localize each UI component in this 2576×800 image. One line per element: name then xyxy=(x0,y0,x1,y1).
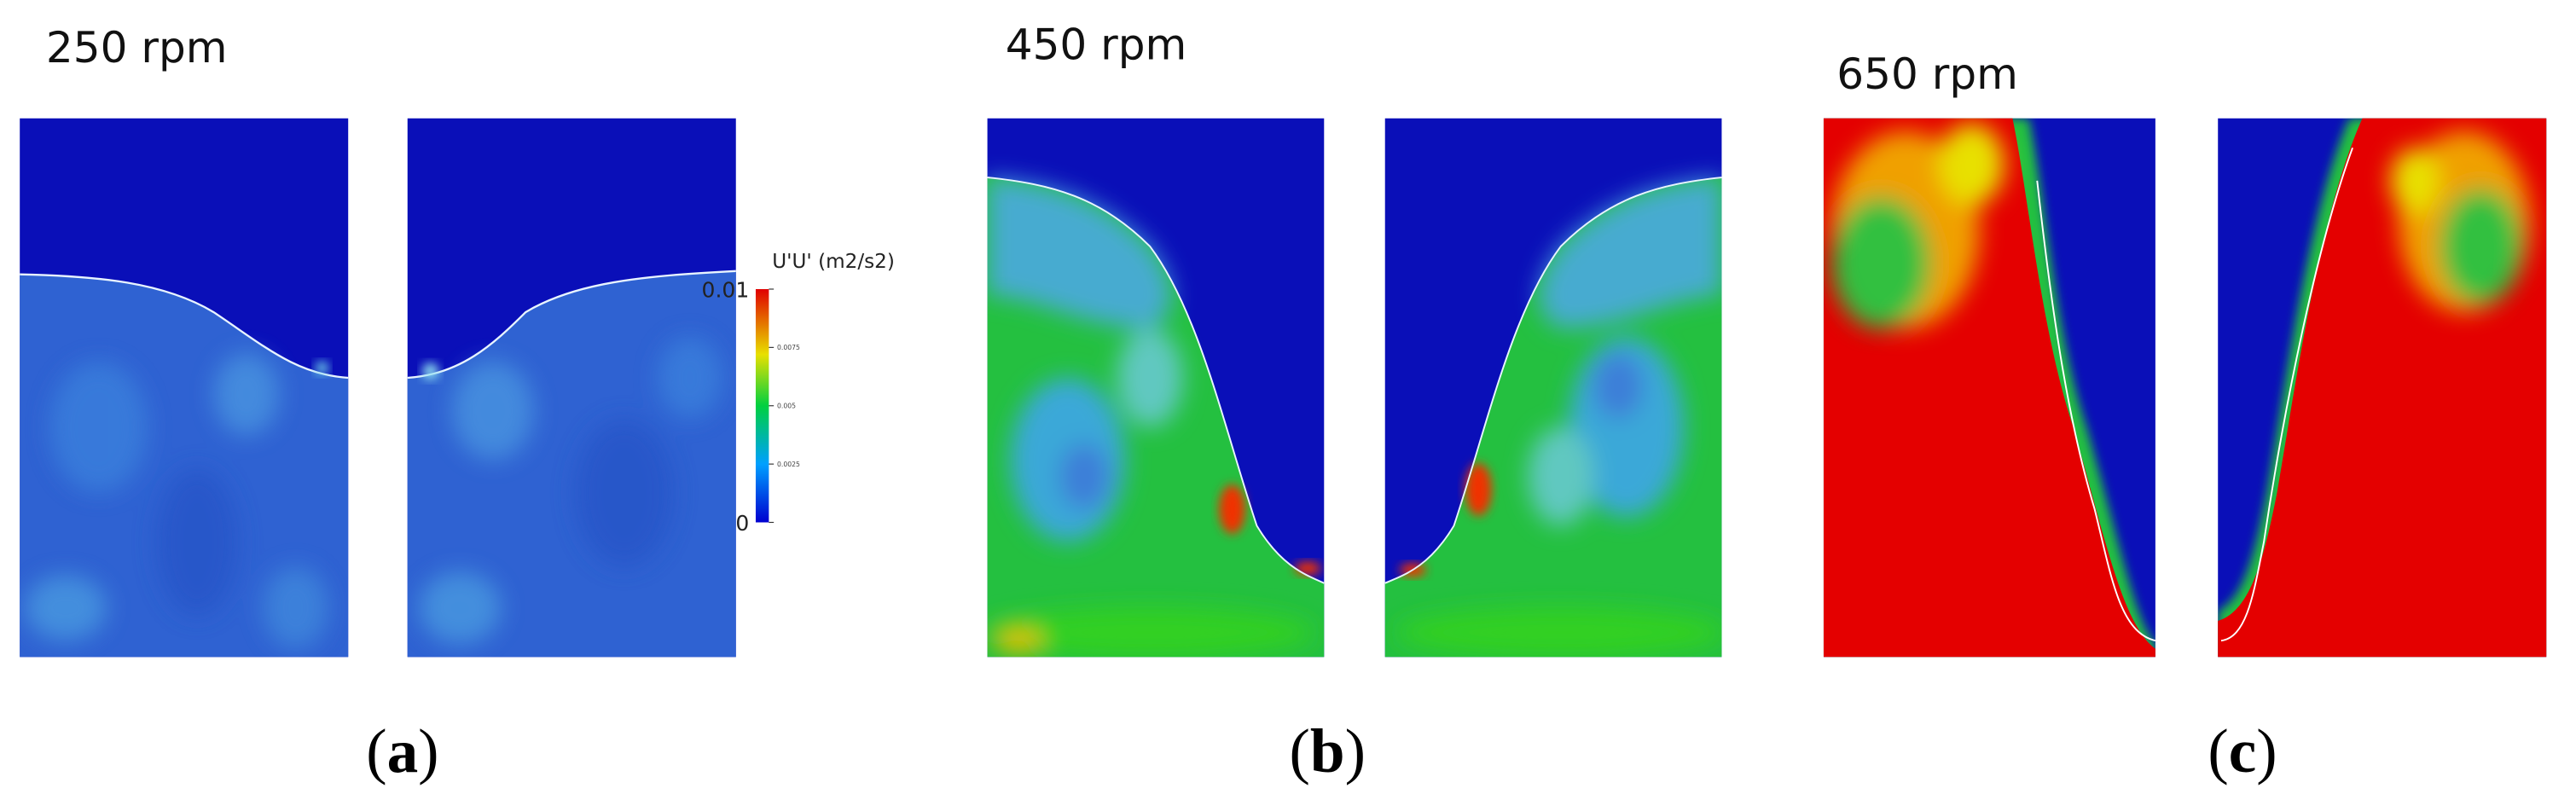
speed-label: 250 rpm xyxy=(46,23,228,72)
caption-letter: c xyxy=(2229,716,2256,786)
colorbar-tick-label: 0.005 xyxy=(777,403,796,410)
caption-paren: ( xyxy=(366,716,386,786)
panel-caption: (b) xyxy=(1289,716,1365,786)
contour-panel xyxy=(2218,118,2547,658)
colorbar-title: U'U' (m2/s2) xyxy=(772,251,895,273)
caption-paren: ) xyxy=(418,716,438,786)
colorbar xyxy=(755,288,769,523)
caption-paren: ) xyxy=(2256,716,2277,786)
contour-panel xyxy=(20,118,349,658)
contour-panel xyxy=(407,118,736,658)
caption-paren: ) xyxy=(1345,716,1366,786)
caption-paren: ( xyxy=(1289,716,1309,786)
panel-caption: (a) xyxy=(366,716,438,786)
panel-caption: (c) xyxy=(2208,716,2277,786)
speed-label: 450 rpm xyxy=(1006,20,1187,69)
speed-label: 650 rpm xyxy=(1836,49,2018,99)
colorbar-tick-label: 0.0025 xyxy=(777,461,800,468)
colorbar-tick-label: 0.01 xyxy=(702,278,750,303)
colorbar-tick-label: 0.0075 xyxy=(777,344,800,351)
text-layer: 250 rpm(a)450 rpm(b)650 rpm(c)U'U' (m2/s… xyxy=(46,20,2277,786)
caption-paren: ( xyxy=(2208,716,2228,786)
contour-panel xyxy=(1384,118,1722,658)
colorbar-tick-label: 0 xyxy=(735,511,749,536)
caption-letter: a xyxy=(387,716,419,786)
caption-letter: b xyxy=(1310,716,1345,786)
contour-panel xyxy=(987,118,1325,658)
contour-panel xyxy=(1823,118,2155,658)
